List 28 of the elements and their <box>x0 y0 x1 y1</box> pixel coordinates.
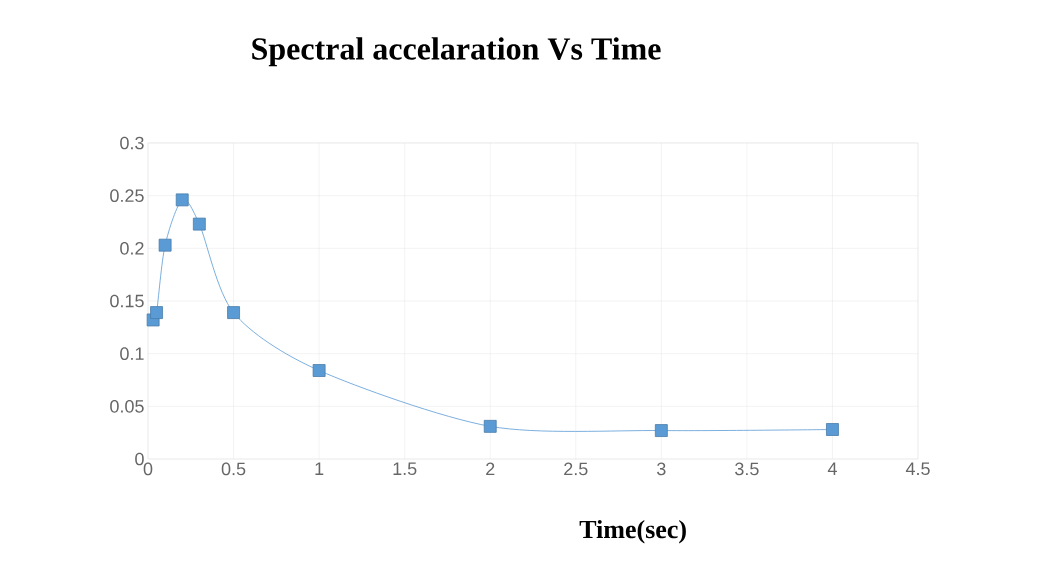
x-tick-label: 0.5 <box>221 462 246 476</box>
y-tick-label: 0.25 <box>110 189 144 203</box>
x-tick-label: 1 <box>315 462 324 475</box>
x-tick-label: 3.5 <box>735 462 759 476</box>
point <box>227 306 240 319</box>
x-tick-label: 2.5 <box>564 462 588 476</box>
x-tick-label: 0 <box>143 462 153 476</box>
y-tick-label: 0 <box>135 452 144 466</box>
x-tick-label: 3 <box>657 462 666 476</box>
x-tick-label: 2 <box>486 462 495 476</box>
point <box>158 238 172 252</box>
point <box>483 419 497 433</box>
y-tick-label: 0.3 <box>120 136 144 150</box>
chart-title: Spectral accelaration Vs Time <box>252 37 661 67</box>
point <box>175 193 189 207</box>
x-tick-label: 4.5 <box>905 462 930 476</box>
point <box>826 423 839 436</box>
point <box>312 364 326 377</box>
y-tick-label: 0.15 <box>110 294 144 308</box>
point <box>192 217 206 231</box>
y-tick-label: 0.05 <box>110 399 144 413</box>
y-tick-label: 0.2 <box>120 241 144 255</box>
x-axis-title: Time(sec) <box>579 519 686 544</box>
point <box>654 424 668 437</box>
x-tick-label: 1.5 <box>393 462 417 476</box>
x-tick-label: 4 <box>827 462 837 475</box>
y-tick-label: 0.1 <box>120 347 144 361</box>
point <box>150 306 163 319</box>
